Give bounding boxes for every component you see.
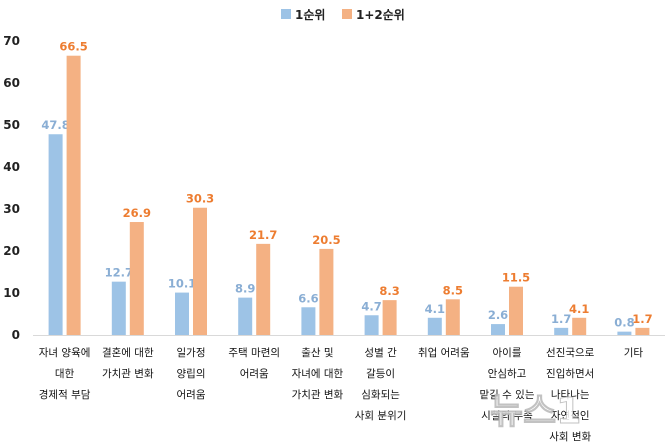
y-tick-label: 70 xyxy=(3,34,20,48)
bar-rank1plus2 xyxy=(445,299,460,335)
data-label: 20.5 xyxy=(312,233,340,247)
legend-swatch xyxy=(281,9,291,19)
legend-label: 1순위 xyxy=(295,8,325,22)
bar-rank1 xyxy=(238,297,253,335)
data-label: 26.9 xyxy=(123,206,151,220)
y-axis: 0 10 20 30 40 50 60 70 xyxy=(3,34,665,342)
data-label: 8.5 xyxy=(443,283,463,297)
bar-rank1 xyxy=(301,307,316,335)
category-label: 주택 마련의 어려움 xyxy=(228,347,280,380)
data-label: 4.7 xyxy=(361,299,381,313)
data-label: 21.7 xyxy=(249,228,277,242)
bar-rank1 xyxy=(427,317,442,335)
data-label: 8.3 xyxy=(379,284,399,298)
category-label: 아이를 안심하고 맡길 수 있는 시설의 부족 xyxy=(480,347,535,422)
legend: 1순위 1+2순위 xyxy=(281,8,405,22)
category-label: 기타 xyxy=(624,347,644,359)
y-tick-label: 0 xyxy=(12,328,20,342)
x-axis: 자녀 양육에 대한 경제적 부담 결혼에 대한 가치관 변화 일가정 양립의 어려움 주택 마련… xyxy=(39,346,644,442)
bar-rank1plus2 xyxy=(572,317,587,335)
bar-rank1plus2 xyxy=(256,243,271,335)
y-tick-label: 20 xyxy=(3,244,20,258)
category-label: 성별 간 갈등이 심화되는 사회 분위기 xyxy=(355,347,407,422)
data-label: 4.1 xyxy=(425,302,445,316)
y-tick-label: 10 xyxy=(3,286,20,300)
y-tick-label: 60 xyxy=(3,76,20,90)
data-label: 4.1 xyxy=(569,302,589,316)
bar-rank1 xyxy=(617,331,632,335)
bar-rank1plus2 xyxy=(509,286,523,335)
data-label: 11.5 xyxy=(502,271,530,285)
bar-rank1plus2 xyxy=(382,300,397,335)
category-label: 일가정 양립의 어려움 xyxy=(177,346,206,401)
legend-label: 1+2순위 xyxy=(356,8,405,22)
data-label: 66.5 xyxy=(59,40,87,54)
data-label: 0.8 xyxy=(614,316,634,330)
category-label: 취업 어려움 xyxy=(418,346,470,359)
legend-swatch xyxy=(342,9,352,19)
data-label: 47.8 xyxy=(41,118,69,132)
data-label: 6.6 xyxy=(298,291,318,305)
category-label: 자녀 양육에 대한 경제적 부담 xyxy=(39,347,91,401)
category-label: 결혼에 대한 가치관 변화 xyxy=(102,346,154,380)
bars: 47.8 66.5 12.7 26.9 10.1 30.3 8.9 21.7 6.6 20.5 4.… xyxy=(41,40,653,335)
category-label: 선진국으로 진입하면서 나타나는 자연적인 사회 변화 xyxy=(546,347,595,442)
data-label: 30.3 xyxy=(186,192,214,206)
data-label: 10.1 xyxy=(168,277,196,291)
data-label: 2.6 xyxy=(488,308,508,322)
bar-rank1 xyxy=(48,134,63,335)
bar-rank1plus2 xyxy=(66,55,81,335)
data-label: 8.9 xyxy=(235,282,255,296)
bar-rank1 xyxy=(175,292,189,335)
category-label: 출산 및 자녀에 대한 가치관 변화 xyxy=(292,347,344,401)
watermark: 뉴스1 xyxy=(490,391,581,432)
bar-rank1 xyxy=(491,324,505,335)
bar-rank1plus2 xyxy=(129,222,144,335)
bar-rank1plus2 xyxy=(635,327,650,335)
y-tick-label: 40 xyxy=(3,160,20,174)
bar-rank1plus2 xyxy=(193,207,207,335)
bar-rank1plus2 xyxy=(319,248,334,335)
bar-rank1 xyxy=(554,327,569,335)
data-label: 1.7 xyxy=(632,312,652,326)
data-label: 12.7 xyxy=(105,266,133,280)
data-label: 1.7 xyxy=(551,312,571,326)
y-tick-label: 50 xyxy=(3,118,20,132)
y-tick-label: 30 xyxy=(3,202,20,216)
bar-rank1 xyxy=(111,281,126,335)
bar-rank1 xyxy=(364,315,379,335)
